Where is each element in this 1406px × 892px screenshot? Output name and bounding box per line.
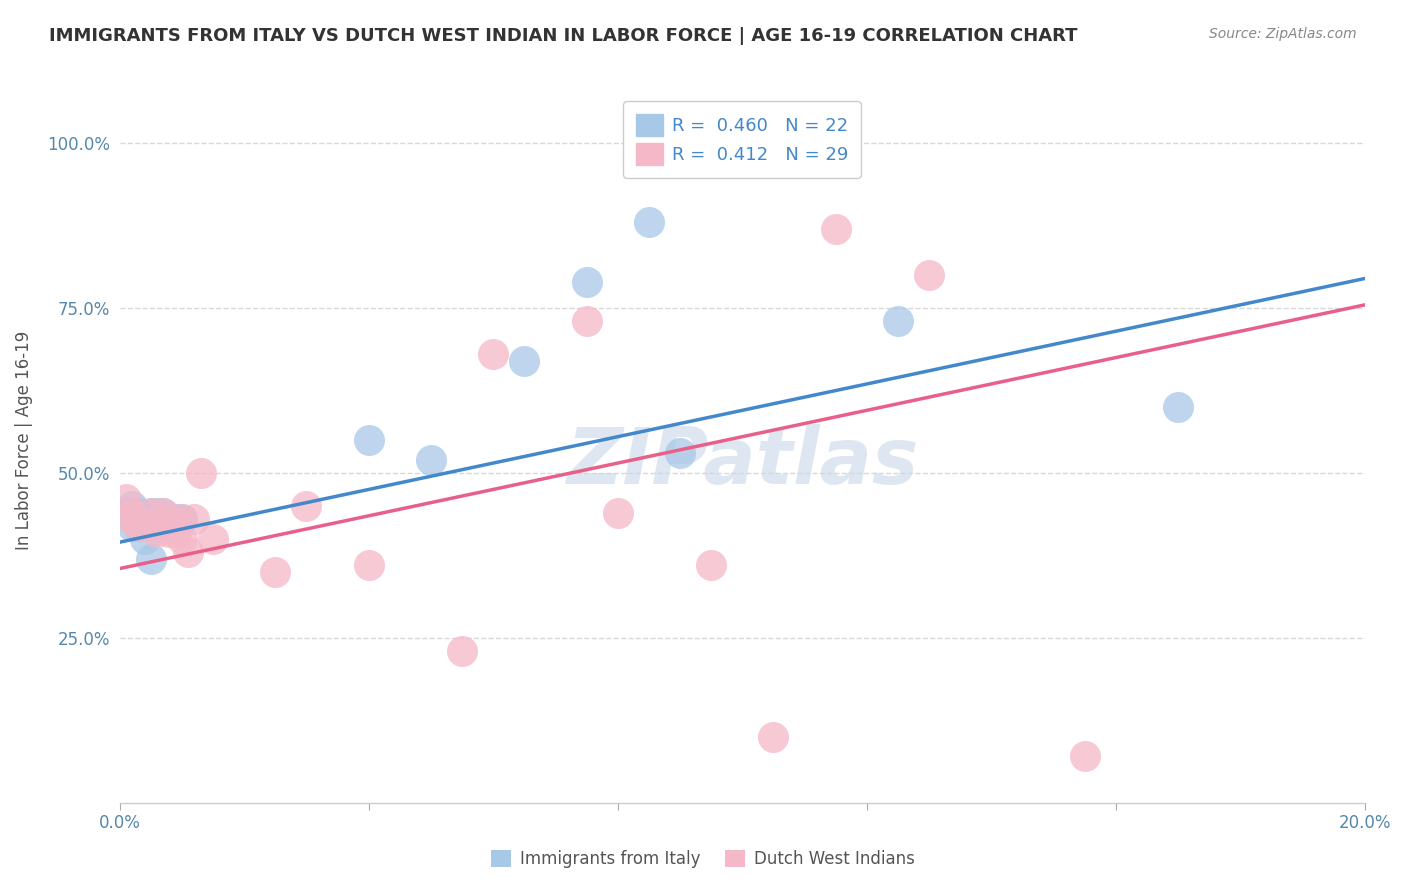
Point (669, 446, 692, 460)
Point (157, 512, 180, 526)
Point (918, 268, 941, 283)
Legend: R =  0.460   N = 22, R =  0.412   N = 29: R = 0.460 N = 22, R = 0.412 N = 29 (623, 101, 860, 178)
Point (606, 506, 628, 520)
Point (482, 347, 505, 361)
Point (157, 512, 180, 526)
Text: IMMIGRANTS FROM ITALY VS DUTCH WEST INDIAN IN LABOR FORCE | AGE 16-19 CORRELATIO: IMMIGRANTS FROM ITALY VS DUTCH WEST INDI… (49, 27, 1078, 45)
Point (121, 518, 143, 533)
Point (575, 314, 598, 328)
Point (152, 506, 174, 520)
Point (139, 551, 162, 566)
Point (201, 532, 224, 546)
Point (887, 314, 910, 328)
Point (114, 492, 136, 507)
Point (264, 565, 287, 579)
Point (513, 354, 536, 368)
Point (824, 222, 846, 236)
Point (121, 512, 143, 526)
Point (127, 506, 149, 520)
Y-axis label: In Labor Force | Age 16-19: In Labor Force | Age 16-19 (15, 330, 32, 549)
Legend: Immigrants from Italy, Dutch West Indians: Immigrants from Italy, Dutch West Indian… (485, 843, 921, 875)
Point (295, 499, 318, 513)
Point (190, 466, 212, 480)
Point (157, 525, 180, 540)
Point (139, 506, 162, 520)
Point (170, 512, 193, 526)
Point (170, 512, 193, 526)
Point (114, 506, 136, 520)
Point (139, 506, 162, 520)
Point (357, 558, 380, 573)
Point (762, 730, 785, 744)
Text: Source: ZipAtlas.com: Source: ZipAtlas.com (1209, 27, 1357, 41)
Point (121, 499, 143, 513)
Point (134, 518, 156, 533)
Point (165, 525, 187, 540)
Point (637, 215, 659, 229)
Point (183, 512, 205, 526)
Point (146, 518, 169, 533)
Point (1167, 400, 1189, 414)
Point (1073, 749, 1095, 764)
Point (127, 518, 149, 533)
Point (127, 518, 149, 533)
Point (419, 452, 441, 467)
Point (165, 512, 187, 526)
Text: ZIPatlas: ZIPatlas (567, 424, 918, 500)
Point (451, 644, 474, 658)
Point (134, 532, 156, 546)
Point (146, 525, 169, 540)
Point (152, 506, 174, 520)
Point (170, 532, 193, 546)
Point (357, 433, 380, 447)
Point (177, 545, 200, 559)
Point (700, 558, 723, 573)
Point (121, 506, 143, 520)
Point (575, 275, 598, 289)
Point (146, 506, 169, 520)
